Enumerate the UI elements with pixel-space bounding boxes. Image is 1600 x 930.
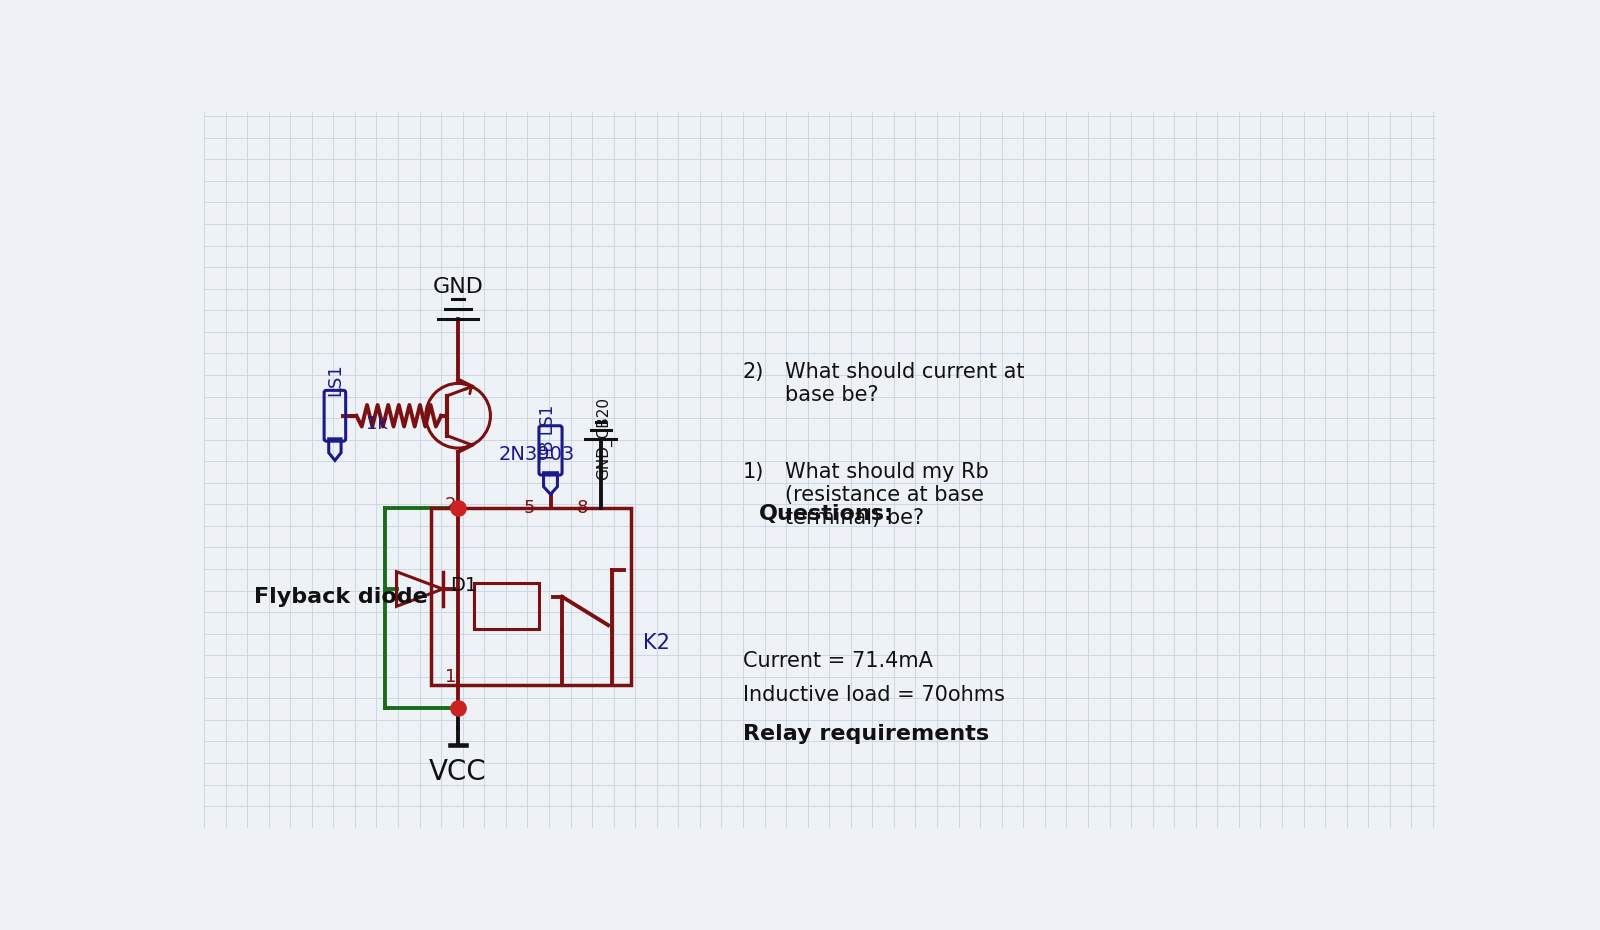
Text: Relay requirements: Relay requirements <box>742 724 989 744</box>
Text: GND_CB20: GND_CB20 <box>595 396 611 480</box>
Text: 2: 2 <box>445 497 456 514</box>
Text: 1k: 1k <box>366 415 389 432</box>
Text: VCC: VCC <box>429 758 486 787</box>
Text: What should current at
base be?: What should current at base be? <box>786 362 1026 405</box>
Text: Inductive load = 70ohms: Inductive load = 70ohms <box>742 685 1005 705</box>
Text: D1: D1 <box>451 577 478 595</box>
Text: Current = 71.4mA: Current = 71.4mA <box>742 651 933 671</box>
Text: 2N3903: 2N3903 <box>498 445 574 464</box>
Text: TB LS1: TB LS1 <box>539 405 557 462</box>
Text: What should my Rb
(resistance at base
terminal) be?: What should my Rb (resistance at base te… <box>786 462 989 528</box>
Text: 8: 8 <box>578 498 589 517</box>
Text: K2: K2 <box>643 633 670 653</box>
Text: Questions:: Questions: <box>758 504 893 525</box>
Text: 2): 2) <box>742 362 765 382</box>
Text: 5: 5 <box>523 498 534 517</box>
Text: LS1: LS1 <box>326 364 344 396</box>
Text: 1): 1) <box>742 462 765 482</box>
Text: Flyback diode: Flyback diode <box>254 587 427 606</box>
Text: 1: 1 <box>445 669 456 686</box>
Bar <box>430 508 632 685</box>
Bar <box>474 583 539 629</box>
Text: GND: GND <box>432 277 483 298</box>
